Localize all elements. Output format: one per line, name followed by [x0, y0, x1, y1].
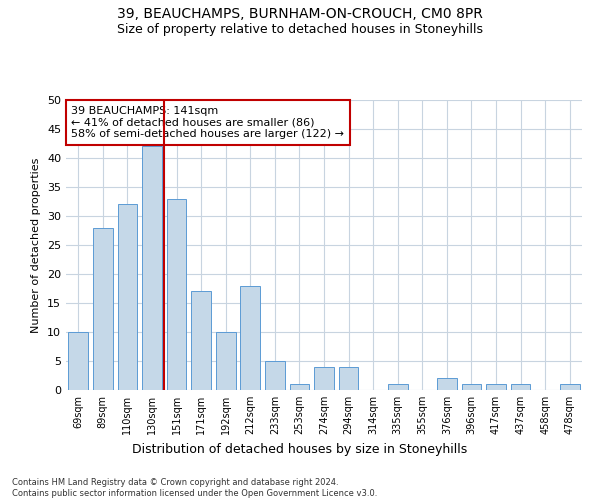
Bar [191, 292, 211, 390]
Bar [461, 384, 481, 390]
Bar [118, 204, 137, 390]
Bar [241, 286, 260, 390]
Bar [560, 384, 580, 390]
Text: 39, BEAUCHAMPS, BURNHAM-ON-CROUCH, CM0 8PR: 39, BEAUCHAMPS, BURNHAM-ON-CROUCH, CM0 8… [117, 8, 483, 22]
Bar [290, 384, 309, 390]
Text: Size of property relative to detached houses in Stoneyhills: Size of property relative to detached ho… [117, 22, 483, 36]
Bar [486, 384, 506, 390]
Text: 39 BEAUCHAMPS: 141sqm
← 41% of detached houses are smaller (86)
58% of semi-deta: 39 BEAUCHAMPS: 141sqm ← 41% of detached … [71, 106, 344, 139]
Bar [437, 378, 457, 390]
Bar [167, 198, 187, 390]
Bar [216, 332, 236, 390]
Bar [93, 228, 113, 390]
Bar [388, 384, 407, 390]
Text: Contains HM Land Registry data © Crown copyright and database right 2024.
Contai: Contains HM Land Registry data © Crown c… [12, 478, 377, 498]
Bar [142, 146, 162, 390]
Bar [314, 367, 334, 390]
Bar [339, 367, 358, 390]
Y-axis label: Number of detached properties: Number of detached properties [31, 158, 41, 332]
Text: Distribution of detached houses by size in Stoneyhills: Distribution of detached houses by size … [133, 442, 467, 456]
Bar [68, 332, 88, 390]
Bar [265, 361, 284, 390]
Bar [511, 384, 530, 390]
